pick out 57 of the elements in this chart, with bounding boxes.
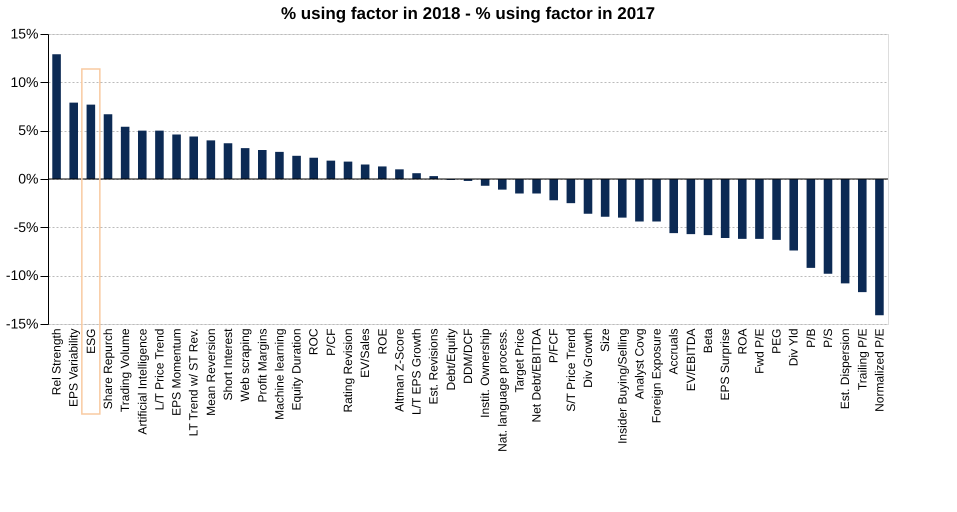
x-tick-label: ROA: [735, 328, 750, 355]
x-tick-label: Fwd P/E: [752, 328, 766, 374]
x-tick-label: Instit. Ownership: [478, 328, 492, 418]
x-tick-label: Share Repurch: [101, 328, 115, 410]
x-tick-label: Debt/Equity: [444, 328, 458, 391]
y-tick-label: -10%: [6, 267, 38, 284]
x-tick-label: Web scraping: [238, 328, 252, 402]
x-tick-label: EPS Variability: [66, 328, 81, 407]
x-tick-label: Trailing P/E: [855, 328, 870, 390]
x-tick-label: P/S: [821, 328, 835, 348]
x-tick-label: Machine learning: [272, 328, 286, 420]
x-tick-label: LT Trend w/ ST Rev.: [186, 328, 201, 436]
x-tick-label: EPS Momentum: [170, 328, 184, 416]
x-tick-label: S/T Price Trend: [564, 328, 578, 412]
x-tick-label: P/FCF: [546, 328, 561, 364]
x-tick-label: Profit Margins: [255, 328, 270, 403]
x-tick-label: Short Interest: [221, 328, 235, 401]
x-tick-label: L/T Price Trend: [152, 328, 166, 410]
x-tick-label: L/T EPS Growth: [410, 328, 424, 415]
x-tick-label: DDM/DCF: [461, 328, 475, 384]
x-tick-label: Target Price: [512, 328, 526, 393]
x-tick-label: ESG: [84, 328, 98, 354]
x-tick-label: Net Debt/EBITDA: [530, 328, 544, 423]
y-tick-label: 10%: [10, 74, 38, 90]
x-tick-label: Artificial Intelligence: [135, 328, 150, 435]
x-tick-label: Mean Reversion: [204, 328, 218, 416]
x-tick-label: EV/Sales: [358, 328, 372, 378]
x-tick-label: Nat. language process.: [495, 328, 510, 452]
y-tick-label: -5%: [14, 218, 38, 235]
x-tick-label: P/CF: [324, 328, 338, 356]
x-tick-label: Equity Duration: [290, 328, 304, 411]
x-tick-label: Beta: [701, 328, 715, 354]
y-tick-label: 0%: [18, 170, 38, 186]
x-tick-label: Normalized P/E: [872, 328, 886, 412]
x-tick-label: P/B: [804, 328, 818, 348]
x-tick-label: Size: [598, 328, 612, 352]
x-tick-label: Est. Revisions: [426, 328, 441, 405]
x-tick-label: EPS Surprise: [718, 328, 732, 401]
x-tick-label: ROC: [306, 328, 321, 356]
x-tick-label: Div Yld: [786, 328, 801, 366]
x-tick-label: Accruals: [666, 328, 681, 375]
x-tick-label: Rating Revision: [341, 328, 355, 413]
x-tick-label: Trading Volume: [118, 328, 132, 412]
x-tick-label: Insider Buying/Selling: [615, 328, 630, 444]
x-tick-label: Div Growth: [581, 328, 595, 388]
y-tick-label: 15%: [10, 26, 38, 42]
x-tick-label: ROE: [375, 328, 390, 355]
chart-title: % using factor in 2018 - % using factor in 2017: [280, 4, 656, 23]
x-tick-label: Altman Z-Score: [392, 328, 406, 412]
x-tick-label: PEG: [770, 328, 784, 354]
y-tick-label: 5%: [18, 122, 38, 138]
x-tick-label: Analyst Covg: [632, 328, 646, 400]
y-tick-label: -15%: [6, 316, 38, 332]
x-tick-label: Est. Dispersion: [838, 328, 852, 410]
x-tick-label: EV/EBITDA: [684, 328, 698, 392]
x-tick-label: Foreign Exposure: [650, 328, 664, 424]
x-tick-label: Rel Strength: [50, 328, 64, 396]
